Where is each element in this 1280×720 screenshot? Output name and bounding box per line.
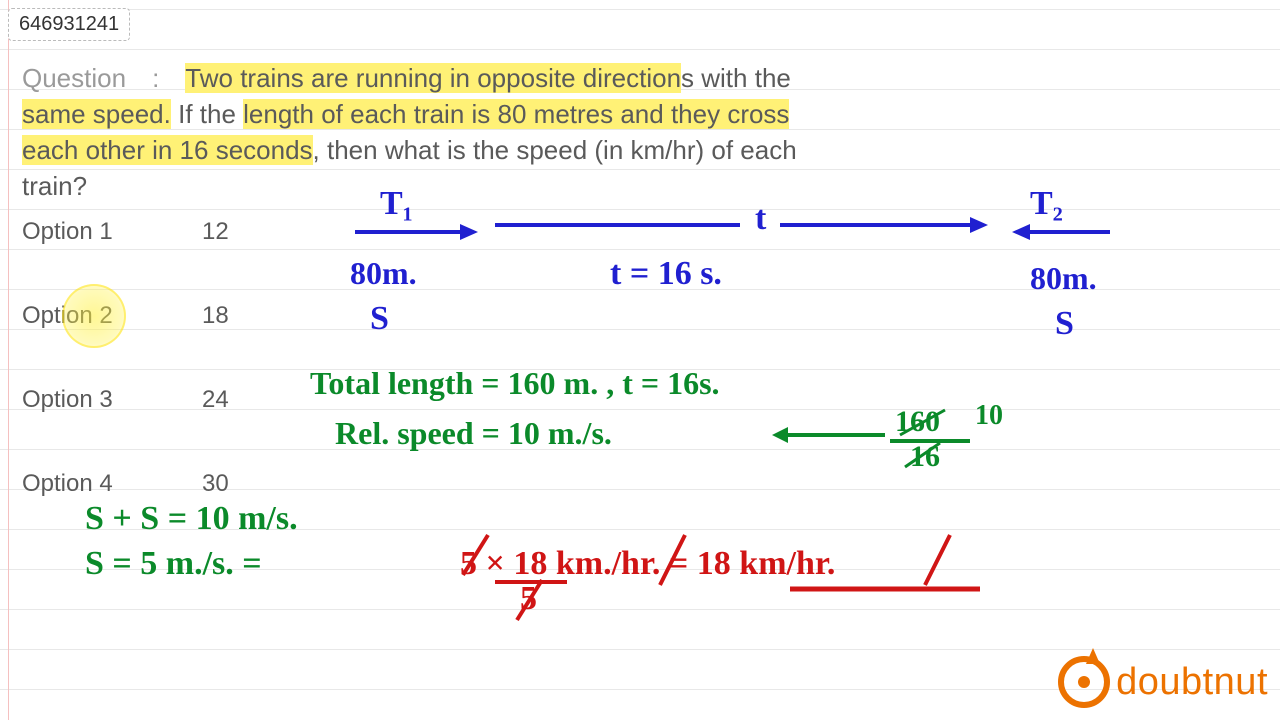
brand-logo-text: doubtnut (1116, 661, 1268, 704)
highlight-circle-icon (62, 284, 126, 348)
total-length-line: Total length = 160 m. , t = 16s. (310, 365, 720, 402)
train2-speed: S (1055, 305, 1074, 343)
brand-logo: doubtnut (1058, 656, 1268, 708)
arrow-left-icon (770, 420, 890, 450)
margin-line (8, 0, 9, 720)
option-row[interactable]: Option 3 24 (22, 358, 229, 442)
train2-label: T₂ (1030, 185, 1063, 223)
strike-lines-icon (890, 405, 960, 475)
time-label: t = 16 s. (610, 255, 722, 293)
track-midpoint-t: t (755, 200, 766, 238)
option-row[interactable]: Option 2 18 (22, 274, 229, 358)
strike-5-bot-icon (512, 575, 552, 625)
option-label: Option 3 (22, 386, 202, 414)
red-slash2-icon (920, 530, 960, 590)
q-hl-2: same speed. (22, 99, 171, 129)
red-slash1-icon (655, 530, 695, 590)
train1-length: 80m. (350, 255, 417, 292)
track-line-icon (490, 210, 990, 240)
train2-arrow-icon (1010, 220, 1120, 250)
q-txt-2: If the (171, 99, 243, 129)
fraction-quotient: 10 (975, 400, 1003, 432)
question-text: Question : Two trains are running in opp… (22, 60, 852, 204)
option-label: Option 4 (22, 470, 202, 498)
q-txt-1: s with the (681, 63, 791, 93)
option-value: 30 (202, 470, 229, 498)
q-hl-4: other in 16 seconds (86, 135, 313, 165)
train1-arrow-icon (350, 220, 480, 250)
q-hl-1: Two trains are running in opposite direc… (185, 63, 681, 93)
rel-speed-line: Rel. speed = 10 m./s. (335, 415, 612, 452)
options-list: Option 1 12 Option 2 18 Option 3 24 Opti… (22, 190, 229, 526)
option-label: Option 1 (22, 218, 202, 246)
eq-single-speed: S = 5 m./s. = (85, 545, 262, 583)
question-prefix: Question : (22, 63, 185, 93)
eq-sum-speeds: S + S = 10 m/s. (85, 500, 298, 538)
strike-5-top-icon (458, 530, 498, 580)
option-value: 24 (202, 386, 229, 414)
train1-speed: S (370, 300, 389, 338)
train2-length: 80m. (1030, 260, 1097, 297)
option-value: 12 (202, 218, 229, 246)
train1-label: T₁ (380, 185, 413, 223)
brand-logo-icon (1058, 656, 1110, 708)
option-value: 18 (202, 302, 229, 330)
option-row[interactable]: Option 1 12 (22, 190, 229, 274)
question-id-badge: 646931241 (8, 8, 130, 41)
